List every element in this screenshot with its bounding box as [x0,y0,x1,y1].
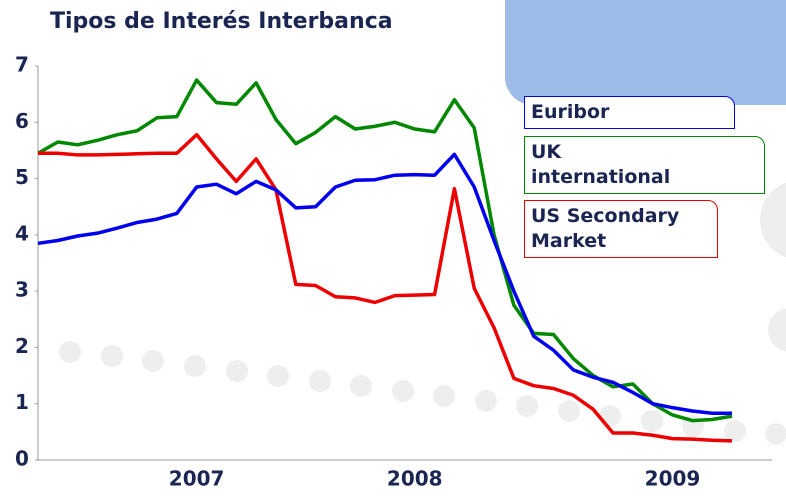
legend-entry: US Secondary Market [524,200,718,258]
x-tick-label: 2007 [169,467,225,491]
y-tick-label: 4 [15,221,29,245]
y-tick-label: 0 [15,447,29,471]
x-tick-label: 2008 [387,467,443,491]
y-tick-label: 6 [15,109,29,133]
legend-entry: Euribor [524,96,735,129]
y-tick-label: 2 [15,334,29,358]
y-tick-label: 5 [15,165,29,189]
y-tick-label: 1 [15,390,29,414]
line-series [37,152,732,416]
x-tick-label: 2009 [645,467,701,491]
legend-entry: UK international [524,136,765,194]
line-series [38,132,733,443]
y-tick-label: 3 [15,278,29,302]
decor-panel [505,0,786,105]
y-tick-label: 7 [15,53,29,77]
chart-title: Tipos de Interés Interbanca [50,9,393,34]
line-series [37,78,733,423]
